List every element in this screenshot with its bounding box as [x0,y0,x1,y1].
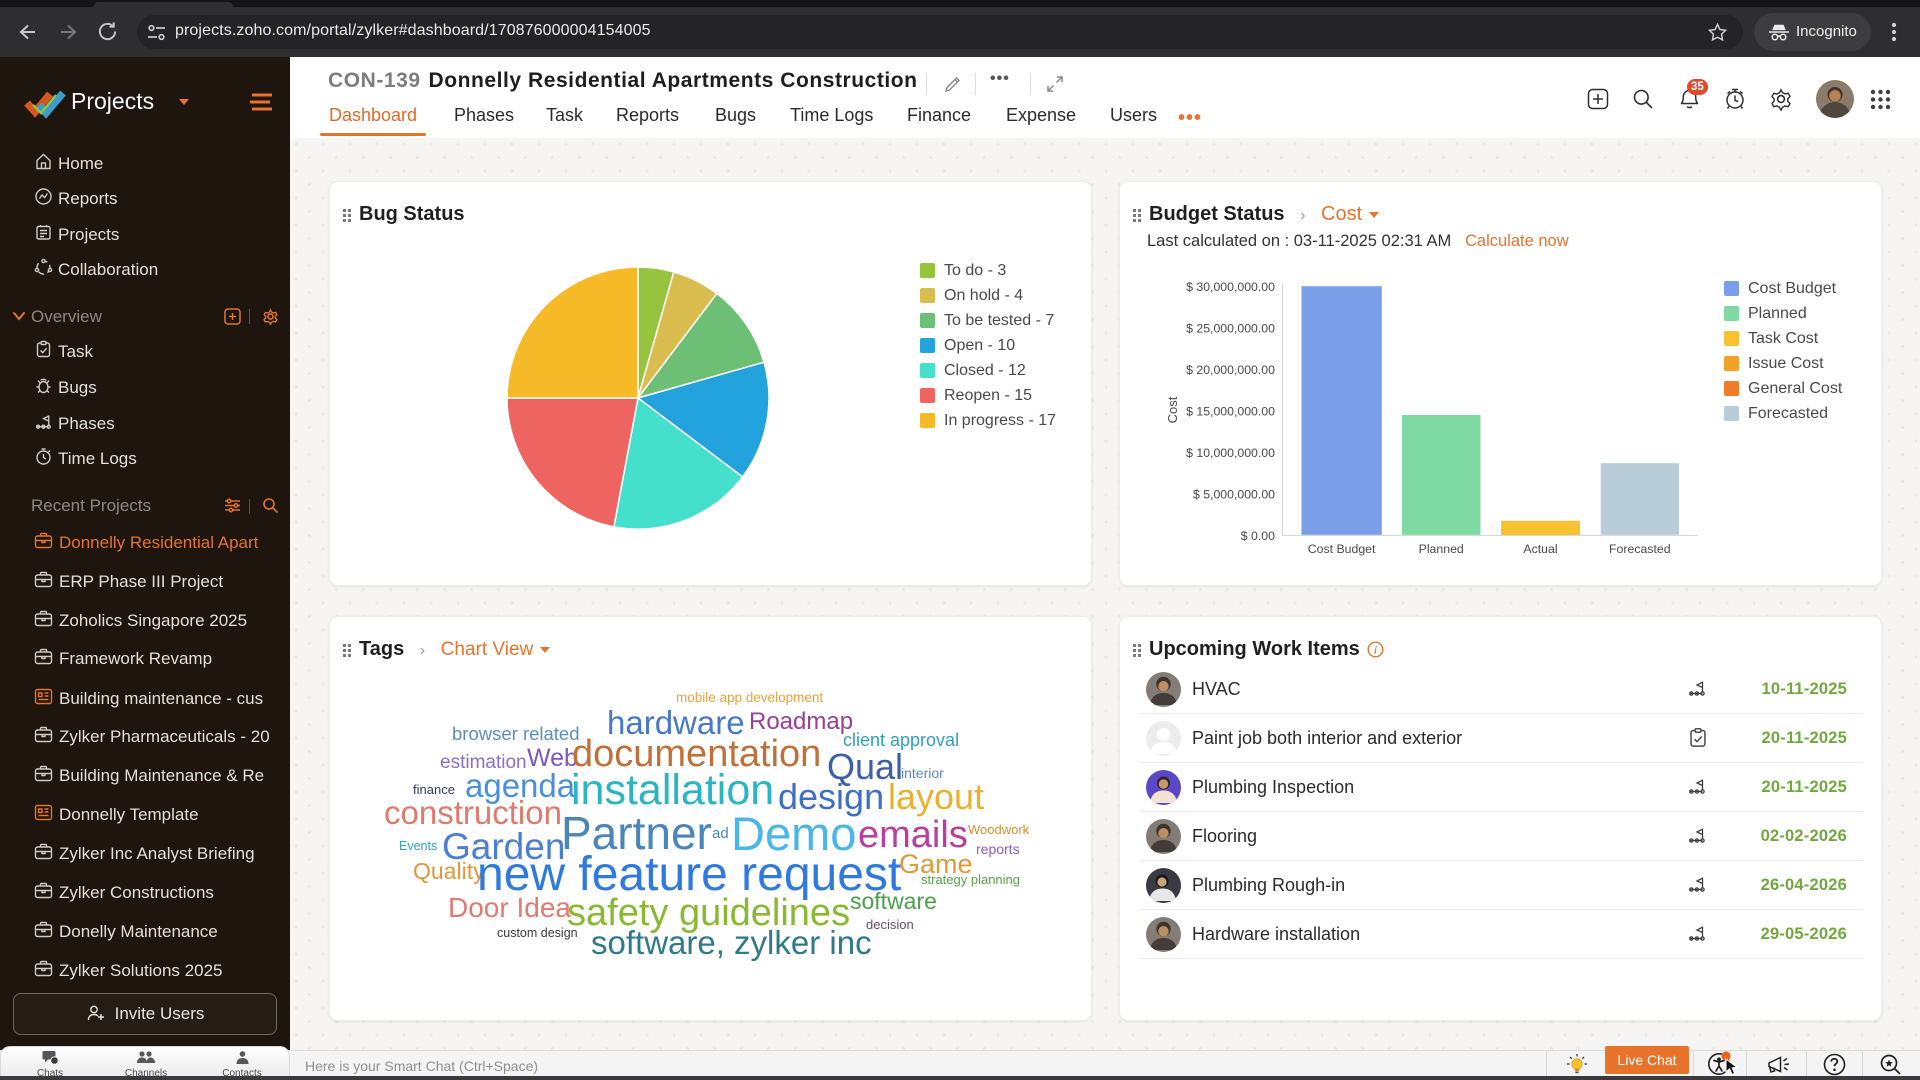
svg-text:$ 20,000,000.00: $ 20,000,000.00 [1186,363,1275,377]
svg-text:Planned: Planned [1419,542,1464,556]
svg-text:$ 5,000,000.00: $ 5,000,000.00 [1193,488,1275,502]
svg-text:$ 15,000,000.00: $ 15,000,000.00 [1186,405,1275,419]
svg-text:$ 30,000,000.00: $ 30,000,000.00 [1186,280,1275,294]
svg-text:Forecasted: Forecasted [1609,542,1671,556]
svg-text:Cost Budget: Cost Budget [1308,542,1376,556]
svg-text:$ 25,000,000.00: $ 25,000,000.00 [1186,322,1275,336]
svg-text:Actual: Actual [1523,542,1557,556]
svg-text:$ 10,000,000.00: $ 10,000,000.00 [1186,446,1275,460]
svg-text:$ 0.00: $ 0.00 [1241,529,1275,543]
svg-text:i: i [1374,645,1377,656]
svg-text:Cost: Cost [1165,396,1180,423]
